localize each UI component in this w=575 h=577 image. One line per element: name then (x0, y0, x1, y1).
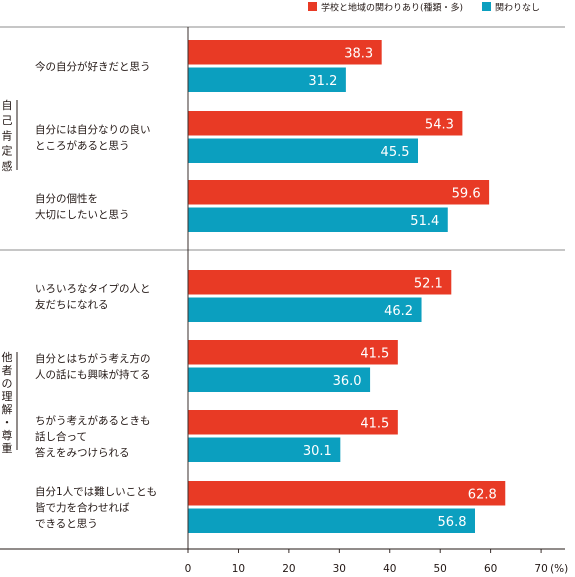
x-tick-label-60: 60 (484, 563, 497, 575)
bar-unrelated-1 (188, 67, 346, 92)
x-tick-label-50: 50 (434, 563, 447, 575)
category-label-3: 自分の個性を大切にしたいと思う (35, 192, 130, 221)
x-tick-label-0: 0 (185, 563, 192, 575)
value-label-related-2: 54.3 (425, 117, 454, 132)
category-labels: 今の自分が好きだと思う自分には自分なりの良いところがあると思う自分の個性を大切に… (35, 60, 157, 530)
legend-swatch-2 (482, 2, 491, 11)
bar-related-1 (188, 40, 382, 65)
bar-unrelated-2 (188, 138, 419, 163)
value-label-unrelated-3: 51.4 (410, 214, 439, 229)
category-label-1: 今の自分が好きだと思う (35, 60, 151, 73)
x-tick-label-10: 10 (232, 563, 245, 575)
legend-label-1: 学校と地域の関わりあり(種類・多) (321, 2, 463, 14)
value-label-related-5: 41.5 (360, 346, 389, 361)
category-label-7: 自分1人では難しいことも皆で力を合わせればできると思う (35, 485, 157, 530)
value-label-related-7: 62.8 (468, 487, 497, 502)
value-label-related-6: 41.5 (360, 416, 389, 431)
value-label-unrelated-1: 31.2 (308, 74, 337, 89)
x-tick-label-40: 40 (383, 563, 396, 575)
x-axis: 0 10 20 30 40 50 60 70 (%) (185, 549, 568, 575)
bar-unrelated-3 (188, 207, 448, 232)
bar-unrelated-7 (188, 508, 475, 533)
value-label-unrelated-2: 45.5 (381, 145, 410, 160)
category-label-6: ちがう考えがあるときも話し合って答えをみつけられる (35, 414, 151, 459)
legend-swatch-1 (308, 2, 317, 11)
bar-related-2 (188, 111, 463, 136)
value-label-unrelated-4: 46.2 (384, 304, 413, 319)
bars (188, 40, 506, 533)
bar-related-4 (188, 270, 452, 295)
bar-unrelated-4 (188, 297, 422, 322)
x-tick-label-20: 20 (282, 563, 295, 575)
bar-related-7 (188, 481, 506, 506)
value-label-unrelated-7: 56.8 (438, 515, 467, 530)
category-label-5: 自分とはちがう考え方の人の話にも興味が持てる (35, 352, 151, 381)
value-label-related-1: 38.3 (344, 46, 373, 61)
bar-unrelated-6 (188, 437, 341, 462)
bar-related-6 (188, 410, 398, 435)
chart-frame (0, 26, 565, 550)
legend: 学校と地域の関わりあり(種類・多) 関わりなし (308, 2, 540, 14)
value-label-related-4: 52.1 (414, 276, 443, 291)
legend-label-2: 関わりなし (495, 3, 540, 14)
value-label-related-3: 59.6 (452, 186, 481, 201)
x-tick-label-30: 30 (333, 563, 346, 575)
x-tick-label-70: 70 (534, 563, 547, 575)
value-labels: 38.3 54.3 59.6 52.1 41.5 41.5 62.8 31.2 45.5 51.4… (303, 46, 497, 530)
category-label-4: いろいろなタイプの人と友だちになれる (35, 283, 151, 311)
x-unit-label: (%) (550, 563, 568, 575)
group-label-2: 他者の理解・尊重 (2, 351, 13, 455)
value-label-unrelated-5: 36.0 (333, 374, 362, 389)
bar-related-5 (188, 340, 398, 365)
bar-unrelated-5 (188, 367, 371, 392)
value-label-unrelated-6: 30.1 (303, 444, 332, 459)
bar-related-3 (188, 180, 490, 205)
category-label-2: 自分には自分なりの良いところがあると思う (35, 123, 151, 152)
group-label-1: 自己肯定感 (2, 99, 13, 173)
